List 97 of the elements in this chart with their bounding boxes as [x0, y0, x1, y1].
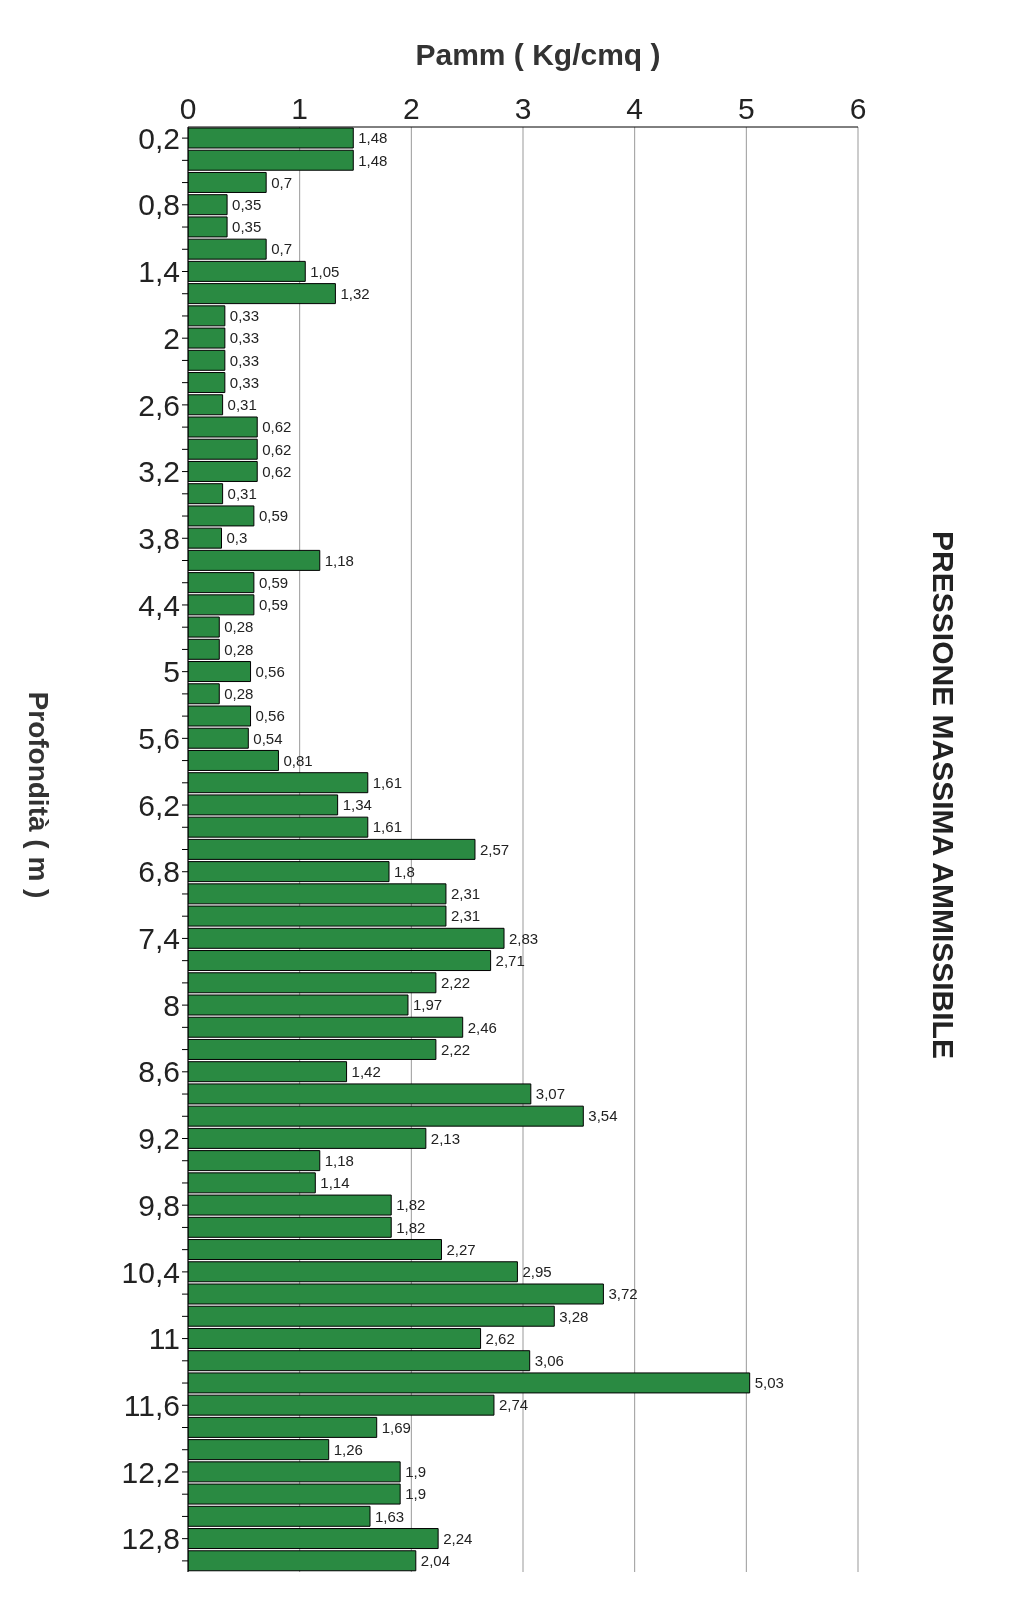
data-label: 0,59: [258, 507, 289, 525]
data-label: 1,9: [405, 1463, 427, 1481]
data-label: 2,95: [522, 1263, 552, 1281]
y-tick-label: 9,8: [138, 1188, 180, 1222]
data-label: 2,83: [509, 929, 539, 947]
data-label: 1,18: [324, 551, 354, 569]
data-label: 1,26: [333, 1440, 363, 1458]
x-tick-label: 1: [291, 92, 309, 125]
data-label: 1,32: [340, 284, 370, 302]
data-label: 0,33: [229, 307, 260, 325]
x-tick-label: 4: [626, 92, 644, 125]
data-label: 2,04: [420, 1552, 450, 1570]
x-tick-label: 0: [179, 92, 197, 125]
data-label: 1,34: [342, 796, 372, 814]
data-label: 0,33: [229, 351, 260, 369]
y-tick-label: 0,2: [138, 121, 180, 155]
y-tick-label: 5,6: [138, 722, 180, 755]
y-tick-label: 2,6: [138, 388, 180, 422]
data-label: 0,56: [255, 707, 285, 725]
data-label: 2,74: [498, 1396, 529, 1414]
y-tick-label: 11,6: [123, 1388, 180, 1422]
data-label: 2,57: [479, 840, 510, 858]
y-tick-label: 3,2: [138, 455, 180, 489]
data-label: 2,31: [450, 907, 481, 925]
data-label: 5,03: [754, 1374, 784, 1392]
y-tick-label: 4,4: [138, 588, 180, 622]
data-label: 1,18: [324, 1151, 354, 1169]
data-label: 0,7: [271, 173, 293, 191]
y-tick-label: 8,6: [138, 1055, 180, 1089]
data-label: 1,69: [381, 1418, 411, 1436]
y-tick-label: 6,8: [138, 855, 180, 889]
data-label: 1,9: [405, 1485, 427, 1503]
data-label: 2,46: [467, 1018, 497, 1036]
y-axis-title: Profondità ( m ): [22, 691, 54, 899]
data-label: 1,82: [396, 1196, 426, 1214]
y-tick-label: 12,2: [121, 1455, 180, 1489]
data-label: 0,59: [258, 596, 289, 614]
data-label: 1,42: [351, 1063, 381, 1081]
data-label: 2,22: [440, 974, 471, 992]
data-label: 1,61: [372, 818, 402, 836]
data-label: 0,62: [262, 440, 292, 458]
y-tick-label: 11: [148, 1322, 180, 1356]
x-tick-label: 6: [849, 92, 867, 125]
y-tick-label: 3,8: [138, 521, 180, 555]
y-tick-label: 6,2: [138, 788, 180, 822]
data-label: 0,62: [262, 462, 292, 480]
x-axis-title: Pamm ( Kg/cmq ): [414, 38, 662, 72]
data-label: 2,24: [443, 1529, 473, 1547]
data-label: 1,8: [394, 862, 415, 880]
data-label: 1,82: [396, 1218, 426, 1236]
x-tick-label: 5: [737, 92, 755, 125]
data-label: 0,35: [232, 218, 262, 236]
y-tick-label: 8: [163, 988, 180, 1022]
data-label: 0,81: [283, 751, 313, 769]
data-label: 1,48: [358, 129, 388, 147]
data-label: 0,59: [258, 573, 289, 591]
data-label: 0,31: [227, 396, 257, 414]
data-label: 0,62: [262, 418, 292, 436]
data-label: 1,97: [412, 996, 443, 1014]
y-tick-label: 10,4: [121, 1255, 180, 1289]
data-label: 0,28: [224, 685, 254, 703]
data-label: 0,54: [253, 729, 283, 747]
x-tick-label: 3: [514, 92, 532, 125]
y-tick-label: 7,4: [138, 922, 180, 956]
data-label: 3,72: [608, 1285, 638, 1303]
data-label: 1,63: [375, 1507, 405, 1525]
data-label: 0,7: [271, 240, 293, 258]
y-tick-label: 2: [163, 321, 180, 355]
data-label: 2,22: [440, 1040, 471, 1058]
y-tick-label: 1,4: [138, 255, 180, 289]
data-label: 0,3: [226, 529, 248, 547]
x-tick-label: 2: [402, 92, 420, 125]
data-label: 0,28: [224, 618, 254, 636]
data-label: 0,31: [227, 485, 257, 503]
data-label: 2,27: [446, 1240, 476, 1258]
data-label: 3,28: [559, 1307, 589, 1325]
data-label: 2,31: [450, 885, 481, 903]
data-label: 0,35: [232, 196, 262, 214]
data-label: 0,56: [255, 662, 285, 680]
y-tick-label: 9,2: [138, 1122, 180, 1156]
data-label: 3,06: [534, 1352, 564, 1370]
text: PRESSIONE MASSIMA AMMISSIBILE: [926, 531, 961, 1059]
data-label: 1,61: [372, 774, 402, 792]
data-label: 3,54: [588, 1107, 618, 1125]
data-label: 0,33: [229, 373, 260, 391]
data-label: 1,48: [358, 151, 388, 169]
data-label: 0,33: [229, 329, 260, 347]
data-label: 0,28: [224, 640, 254, 658]
y-tick-label: 12,8: [121, 1522, 180, 1556]
y-tick-label: 5: [163, 655, 180, 689]
data-label: 2,71: [495, 951, 525, 969]
data-label: 3,07: [535, 1085, 566, 1103]
data-label: 2,62: [485, 1329, 515, 1347]
y-tick-label: 0,8: [138, 188, 180, 222]
data-label: 2,13: [430, 1129, 461, 1147]
data-label: 1,05: [310, 262, 340, 280]
data-label: 1,14: [320, 1174, 350, 1192]
